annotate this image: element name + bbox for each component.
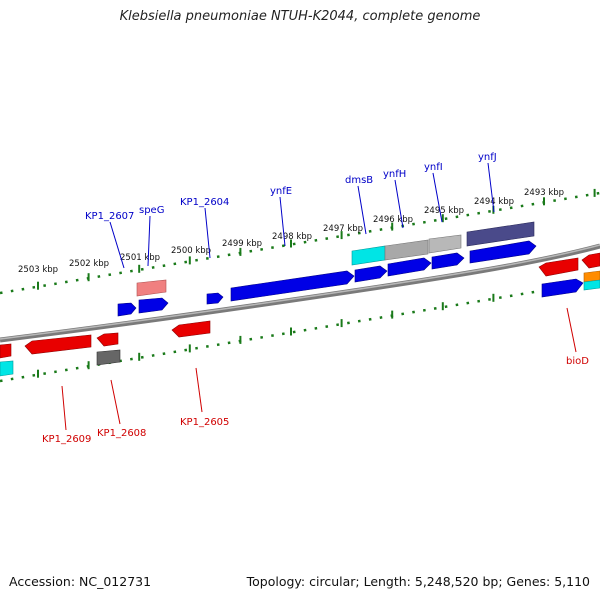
gene-label-reverse[interactable]: KP1_2605	[180, 417, 229, 428]
ruler-label: 2494 kbp	[474, 197, 514, 207]
ruler-label: 2499 kbp	[222, 239, 262, 249]
reverse-strand-features	[0, 252, 600, 377]
gene-feature[interactable]	[466, 221, 535, 247]
gene-label-forward[interactable]: ynfH	[383, 169, 406, 180]
accession-text: Accession: NC_012731	[9, 574, 152, 589]
gene-feature[interactable]	[354, 265, 388, 283]
gene-feature[interactable]	[469, 240, 537, 264]
gene-label-forward[interactable]: speG	[139, 205, 164, 216]
gene-label-forward[interactable]: dmsB	[345, 175, 373, 186]
ruler-label: 2498 kbp	[272, 232, 312, 242]
ruler-label: 2495 kbp	[424, 206, 464, 216]
ruler-label: 2503 kbp	[18, 265, 58, 275]
gene-label-forward[interactable]: ynfI	[424, 162, 443, 173]
gene-feature[interactable]	[384, 239, 429, 261]
reverse-label-leaders	[61, 307, 577, 431]
gene-feature[interactable]	[24, 334, 92, 355]
gene-feature[interactable]	[230, 270, 355, 302]
gene-feature[interactable]	[0, 343, 12, 359]
gene-label-reverse[interactable]: KP1_2608	[97, 428, 146, 439]
gene-feature[interactable]	[117, 302, 137, 317]
gene-feature[interactable]	[171, 320, 211, 338]
ruler-label: 2497 kbp	[323, 224, 363, 234]
ruler-label: 2493 kbp	[524, 188, 564, 198]
ruler-label: 2500 kbp	[171, 246, 211, 256]
gene-feature[interactable]	[428, 234, 462, 254]
gene-label-forward[interactable]: KP1_2604	[180, 197, 229, 208]
gene-label-forward[interactable]: ynfE	[270, 186, 292, 197]
genome-summary: Topology: circular; Length: 5,248,520 bp…	[246, 574, 590, 589]
gene-feature[interactable]	[583, 279, 600, 291]
gene-feature[interactable]	[96, 349, 121, 366]
genome-backbone	[0, 243, 600, 343]
gene-feature[interactable]	[206, 292, 224, 305]
gene-feature[interactable]	[581, 252, 600, 269]
gene-feature[interactable]	[351, 245, 386, 266]
gene-label-forward[interactable]: ynfJ	[478, 152, 497, 163]
gene-label-reverse[interactable]: KP1_2609	[42, 434, 91, 445]
map-title: Klebsiella pneumoniae NTUH-K2044, comple…	[119, 9, 481, 24]
ruler-label: 2502 kbp	[69, 259, 109, 269]
gene-feature[interactable]	[583, 270, 600, 283]
outer-ruler	[0, 191, 600, 295]
ruler-label: 2496 kbp	[373, 215, 413, 225]
forward-strand-features	[117, 221, 600, 317]
gene-feature[interactable]	[431, 252, 465, 270]
gene-feature[interactable]	[538, 257, 579, 277]
gene-feature[interactable]	[541, 278, 584, 298]
gene-label-forward[interactable]: KP1_2607	[85, 211, 134, 222]
gene-feature[interactable]	[0, 360, 14, 377]
ruler-label: 2501 kbp	[120, 253, 160, 263]
gene-label-reverse[interactable]: bioD	[566, 356, 589, 367]
forward-label-leaders	[109, 162, 495, 269]
gene-feature[interactable]	[136, 279, 167, 297]
inner-ruler	[0, 279, 600, 383]
gene-feature[interactable]	[387, 257, 432, 277]
gene-feature[interactable]	[138, 297, 169, 314]
gene-feature[interactable]	[96, 332, 119, 347]
